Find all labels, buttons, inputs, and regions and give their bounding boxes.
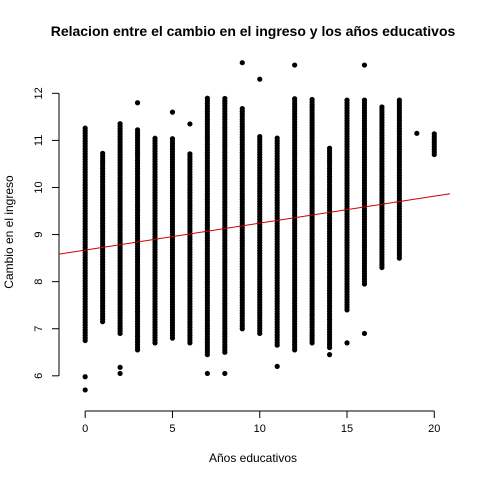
data-point	[257, 76, 263, 82]
data-point	[361, 97, 368, 103]
chart-title: Relacion entre el cambio en el ingreso y…	[51, 23, 456, 39]
data-point	[222, 95, 228, 102]
data-point	[187, 151, 193, 157]
data-point	[134, 100, 141, 106]
data-point	[169, 109, 176, 115]
data-point	[100, 150, 106, 156]
data-point	[326, 145, 333, 151]
x-tick-label: 15	[341, 423, 353, 435]
data-point	[396, 97, 402, 103]
y-tick-label: 10	[33, 181, 45, 193]
y-axis: 6 7 8 9 10 11 12	[33, 87, 60, 379]
data-point	[379, 104, 385, 110]
data-point	[82, 125, 88, 131]
data-point	[292, 96, 298, 102]
regression-line	[58, 193, 451, 255]
data-point	[431, 131, 437, 137]
data-point	[204, 95, 210, 101]
data-point	[117, 364, 123, 370]
data-point	[152, 135, 158, 141]
x-tick-label: 10	[254, 423, 266, 435]
data-point	[414, 130, 420, 136]
y-tick-label: 6	[33, 373, 45, 379]
data-point	[117, 121, 123, 127]
data-point	[361, 330, 368, 337]
data-point	[292, 62, 298, 68]
data-point	[361, 62, 368, 68]
data-point	[204, 370, 210, 377]
y-tick-label: 11	[33, 135, 45, 146]
data-point	[344, 340, 350, 346]
x-tick-label: 5	[169, 423, 175, 435]
y-tick-label: 9	[33, 232, 45, 238]
data-point	[187, 121, 193, 127]
data-point	[257, 134, 263, 140]
data-point	[274, 363, 280, 369]
data-point	[222, 370, 228, 377]
y-tick-label: 8	[33, 279, 45, 285]
data-point	[309, 96, 315, 103]
data-point	[309, 312, 315, 318]
data-point	[326, 352, 333, 358]
data-point	[134, 127, 141, 133]
data-point	[82, 374, 88, 380]
data-point	[239, 60, 245, 66]
data-point	[117, 370, 123, 377]
data-point	[169, 136, 176, 142]
x-axis: 0 5 10 15 20	[82, 410, 440, 435]
x-axis-label: Años educativos	[209, 451, 297, 465]
x-tick-label: 20	[428, 423, 440, 435]
data-point	[82, 387, 88, 393]
data-point	[239, 106, 245, 112]
y-tick-label: 7	[33, 326, 45, 332]
regression-line-group	[58, 193, 451, 255]
x-tick-label: 0	[82, 423, 88, 435]
data-point	[274, 135, 280, 141]
data-points	[82, 60, 437, 393]
y-axis-label: Cambio en el ingreso	[2, 175, 16, 289]
data-point	[344, 97, 350, 103]
y-tick-label: 12	[33, 87, 45, 99]
